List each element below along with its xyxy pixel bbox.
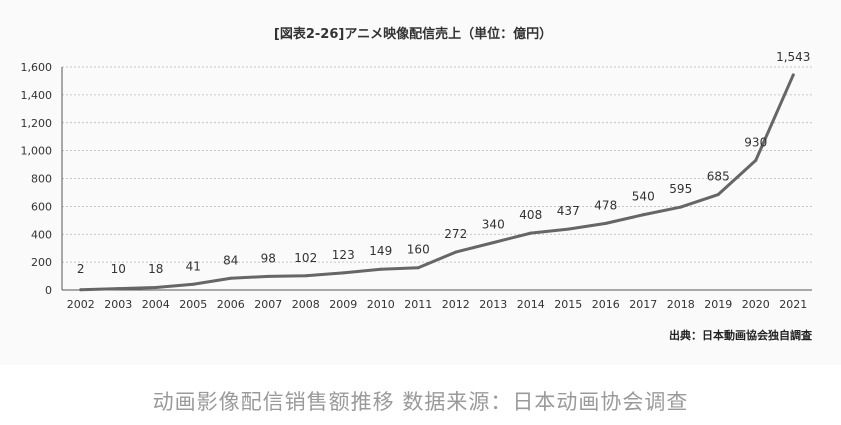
x-tick-label: 2015	[554, 298, 582, 311]
x-tick-label: 2009	[329, 298, 357, 311]
data-point	[79, 288, 83, 292]
data-label: 10	[111, 262, 126, 276]
data-point	[566, 227, 570, 231]
data-label: 2	[77, 262, 85, 276]
x-tick-label: 2010	[367, 298, 395, 311]
y-tick-label: 1,600	[21, 61, 53, 74]
x-tick-label: 2004	[142, 298, 170, 311]
data-point	[304, 274, 308, 278]
data-point	[454, 250, 458, 254]
y-tick-label: 1,200	[21, 117, 53, 130]
x-tick-label: 2013	[479, 298, 507, 311]
data-label: 437	[557, 204, 580, 218]
y-tick-label: 200	[31, 256, 52, 269]
x-tick-label: 2006	[217, 298, 245, 311]
chart-area: [図表2-26]アニメ映像配信売上（単位：億円） 0 200 400 600 800 1,…	[20, 26, 812, 342]
data-label: 1,543	[776, 50, 810, 64]
data-label: 41	[186, 259, 201, 273]
y-tick-label: 600	[31, 200, 52, 213]
data-label: 408	[519, 208, 542, 222]
data-point	[641, 213, 645, 217]
y-tick-label: 1,400	[21, 89, 53, 102]
y-tick-label: 1,000	[21, 145, 53, 158]
x-tick-label: 2005	[179, 298, 207, 311]
data-label: 98	[261, 251, 276, 265]
x-tick-label: 2018	[667, 298, 695, 311]
data-point	[604, 221, 608, 225]
x-tick-label: 2012	[442, 298, 470, 311]
series-layer	[79, 73, 795, 292]
data-point	[154, 285, 158, 289]
x-tick-label: 2007	[254, 298, 282, 311]
data-point	[116, 287, 120, 291]
data-point	[379, 267, 383, 271]
data-label: 540	[632, 190, 655, 204]
data-label: 102	[294, 251, 317, 265]
data-point	[529, 231, 533, 235]
data-point	[191, 282, 195, 286]
data-label: 160	[407, 243, 430, 257]
source-note: 出典：日本動画協会独自調査	[669, 328, 812, 342]
axis-layer: 0 200 400 600 800 1,000 1,200 1,400 1,600 2002 200…	[21, 61, 812, 311]
y-tick-label: 800	[31, 173, 52, 186]
x-tick-label: 2011	[404, 298, 432, 311]
chart-title: [図表2-26]アニメ映像配信売上（単位：億円）	[274, 26, 552, 42]
y-tick-label: 0	[45, 284, 52, 297]
data-point	[791, 73, 795, 77]
data-point	[716, 193, 720, 197]
data-point	[416, 266, 420, 270]
x-tick-label: 2002	[67, 298, 95, 311]
x-tick-label: 2016	[592, 298, 620, 311]
y-tick-label: 400	[31, 228, 52, 241]
data-label: 149	[369, 244, 392, 258]
data-label: 18	[148, 262, 163, 276]
data-label: 595	[669, 182, 692, 196]
x-tick-label: 2019	[704, 298, 732, 311]
x-tick-label: 2017	[629, 298, 657, 311]
data-point	[754, 158, 758, 162]
data-point	[679, 205, 683, 209]
data-point	[229, 276, 233, 280]
x-tick-label: 2003	[104, 298, 132, 311]
data-label: 340	[482, 218, 505, 232]
data-label-layer: 2 10 18 41 84 98 102 123 149 160 272 340 408 437 478 54…	[77, 50, 811, 276]
data-point	[491, 241, 495, 245]
data-label: 123	[332, 248, 355, 262]
x-tick-label: 2008	[292, 298, 320, 311]
series-line	[79, 73, 795, 292]
line-chart: [図表2-26]アニメ映像配信売上（単位：億円） 0 200 400 600 800 1,…	[21, 26, 812, 342]
figure-caption: 动画影像配信销售额推移 数据来源：日本动画协会调查	[152, 390, 689, 414]
data-label: 930	[744, 135, 767, 149]
data-label: 84	[223, 253, 238, 267]
grid-layer	[62, 66, 812, 263]
data-label: 685	[707, 170, 730, 184]
data-label: 272	[444, 227, 467, 241]
data-point	[266, 274, 270, 278]
data-label: 478	[594, 198, 617, 212]
x-tick-label: 2020	[742, 298, 770, 311]
data-point	[341, 271, 345, 275]
x-tick-label: 2021	[779, 298, 807, 311]
x-tick-label: 2014	[517, 298, 545, 311]
